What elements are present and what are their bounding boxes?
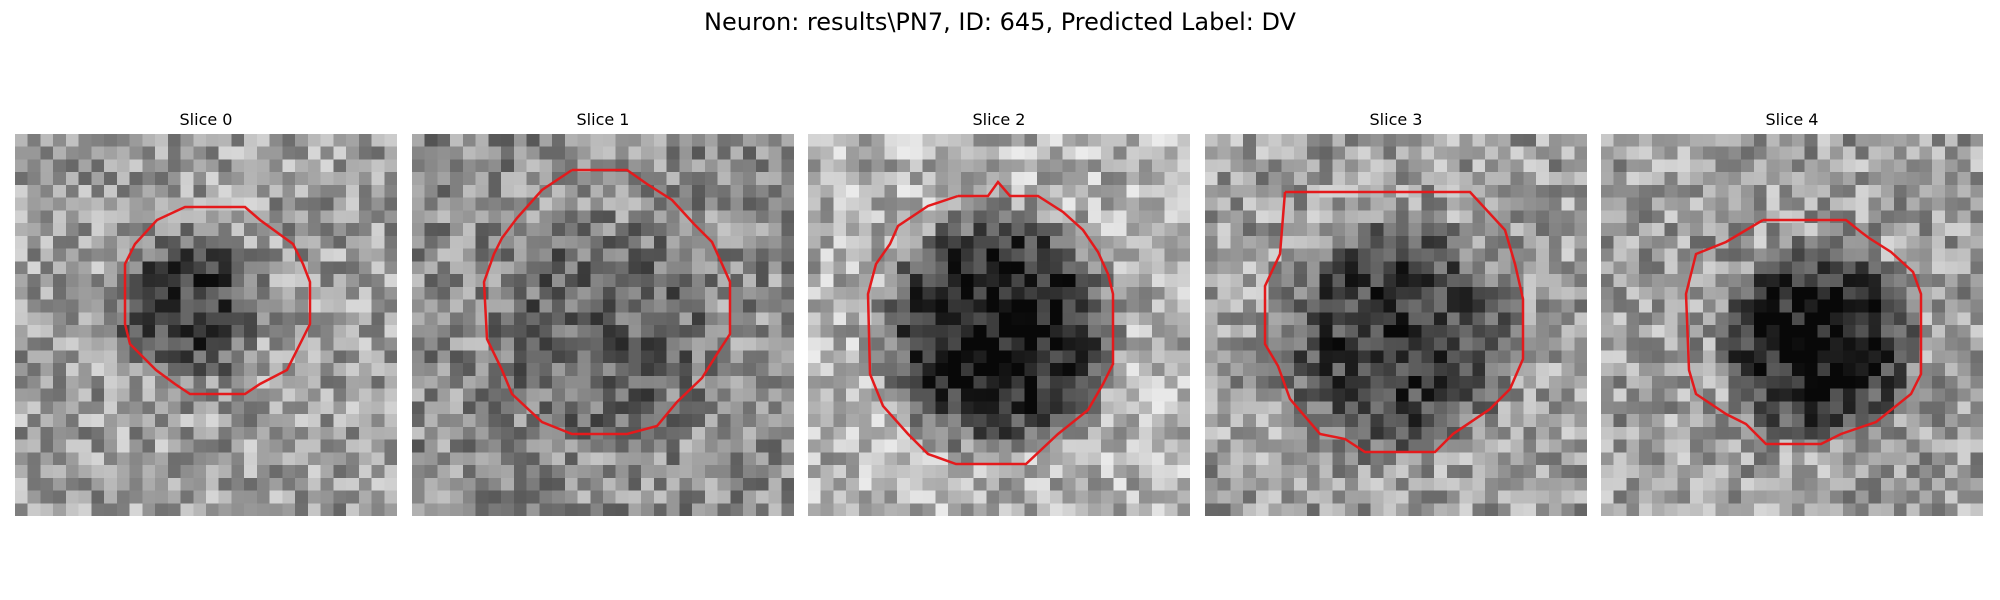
roi-outline bbox=[1601, 134, 1983, 516]
slice-title: Slice 1 bbox=[412, 110, 794, 134]
roi-outline bbox=[808, 134, 1190, 516]
slice-title: Slice 2 bbox=[808, 110, 1190, 134]
roi-outline bbox=[15, 134, 397, 516]
figure-title: Neuron: results\PN7, ID: 645, Predicted … bbox=[0, 8, 2000, 36]
slice-title: Slice 0 bbox=[15, 110, 397, 134]
slice-panel-4: Slice 4 bbox=[1601, 110, 1983, 516]
slice-title: Slice 3 bbox=[1205, 110, 1587, 134]
slice-title: Slice 4 bbox=[1601, 110, 1983, 134]
slice-panel-0: Slice 0 bbox=[15, 110, 397, 516]
slice-panel-3: Slice 3 bbox=[1205, 110, 1587, 516]
roi-outline bbox=[412, 134, 794, 516]
slice-panel-1: Slice 1 bbox=[412, 110, 794, 516]
roi-outline bbox=[1205, 134, 1587, 516]
slice-panel-2: Slice 2 bbox=[808, 110, 1190, 516]
